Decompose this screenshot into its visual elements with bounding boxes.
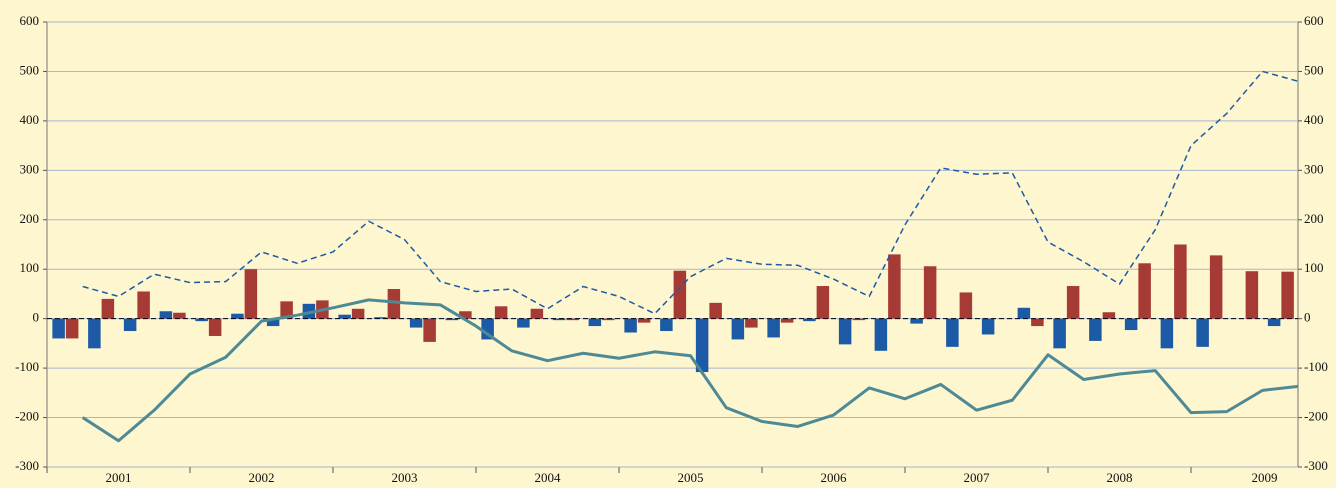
- y2-tick-label: 100: [1304, 260, 1324, 275]
- x-group-label: 2005: [678, 470, 704, 485]
- bar: [709, 302, 722, 319]
- x-group-label: 2007: [964, 470, 991, 485]
- x-group-label: 2004: [535, 470, 562, 485]
- bar: [1160, 318, 1174, 349]
- y-tick-label: 0: [33, 310, 40, 325]
- bar: [780, 318, 794, 323]
- bar: [351, 308, 365, 319]
- bar: [695, 318, 709, 373]
- bar: [673, 270, 687, 319]
- bar: [981, 318, 995, 335]
- bar: [637, 318, 651, 323]
- y-tick-label: 300: [20, 161, 40, 176]
- y-tick-label: -100: [15, 359, 39, 374]
- bar: [1245, 271, 1259, 319]
- y-tick-label: 600: [20, 13, 40, 28]
- bar: [552, 318, 566, 321]
- bar: [1174, 244, 1187, 319]
- bar: [1138, 263, 1151, 319]
- bar: [530, 308, 544, 319]
- bar: [745, 318, 758, 328]
- bar: [816, 286, 830, 319]
- plot-area: [46, 21, 1299, 468]
- bar: [459, 311, 472, 319]
- bar: [1017, 307, 1031, 319]
- bar: [387, 289, 401, 319]
- x-group-label: 2006: [821, 470, 848, 485]
- bar: [1066, 286, 1080, 319]
- bar: [1281, 271, 1294, 319]
- bar: [946, 318, 959, 347]
- bar: [660, 318, 673, 332]
- bar: [88, 318, 101, 349]
- bar: [374, 317, 387, 319]
- bar: [1102, 312, 1116, 319]
- bar: [1196, 318, 1209, 347]
- bar: [1053, 318, 1066, 349]
- bar: [731, 318, 745, 340]
- bar: [838, 318, 852, 345]
- bar: [280, 301, 293, 319]
- bar: [266, 318, 280, 327]
- bar: [624, 318, 637, 333]
- y2-tick-label: 400: [1304, 112, 1324, 127]
- bar: [1124, 318, 1138, 331]
- x-group-label: 2002: [249, 470, 275, 485]
- bar: [231, 313, 244, 319]
- bar: [195, 318, 208, 322]
- bar: [52, 318, 65, 339]
- bar: [874, 318, 888, 351]
- y2-tick-label: 200: [1304, 211, 1324, 226]
- bar: [101, 298, 115, 319]
- bar: [517, 318, 530, 328]
- y2-tick-label: 500: [1304, 62, 1324, 77]
- y-tick-label: 500: [20, 62, 40, 77]
- bar: [208, 318, 222, 336]
- bar: [566, 318, 579, 321]
- bar: [803, 318, 816, 322]
- y2-tick-label: -300: [1304, 458, 1328, 473]
- bar: [923, 266, 937, 319]
- y-tick-label: -200: [15, 409, 39, 424]
- bar: [910, 318, 923, 324]
- y-tick-label: -300: [15, 458, 39, 473]
- bar: [173, 312, 186, 319]
- y2-tick-label: 600: [1304, 13, 1324, 28]
- bar: [1031, 318, 1044, 327]
- dashed-line: [82, 70, 1299, 315]
- x-group-label: 2001: [106, 470, 132, 485]
- bar: [481, 318, 494, 340]
- y2-tick-label: -200: [1304, 409, 1328, 424]
- bar: [888, 254, 901, 319]
- y2-tick-label: -100: [1304, 359, 1328, 374]
- bar: [445, 318, 459, 321]
- line: [81, 298, 1299, 443]
- bar: [852, 318, 865, 321]
- y2-tick-label: 0: [1304, 310, 1311, 325]
- y2-tick-label: 300: [1304, 161, 1324, 176]
- bar: [588, 318, 602, 327]
- bar: [959, 292, 973, 319]
- bar: [423, 318, 436, 342]
- y-tick-label: 100: [20, 260, 40, 275]
- x-group-label: 2008: [1107, 470, 1133, 485]
- bar: [244, 269, 258, 319]
- bar: [137, 291, 150, 319]
- y-tick-label: 200: [20, 211, 40, 226]
- bar: [1209, 255, 1223, 319]
- bar: [767, 318, 780, 338]
- y-tick-label: 400: [20, 112, 40, 127]
- bar: [338, 314, 351, 319]
- bar: [1267, 318, 1281, 327]
- bar: [602, 318, 615, 321]
- bar: [409, 318, 423, 328]
- bar: [1089, 318, 1102, 341]
- bar: [494, 306, 508, 319]
- bar: [123, 318, 137, 332]
- x-group-label: 2009: [1252, 470, 1278, 485]
- x-group-label: 2003: [392, 470, 418, 485]
- bar: [65, 318, 79, 339]
- bar: [159, 311, 173, 319]
